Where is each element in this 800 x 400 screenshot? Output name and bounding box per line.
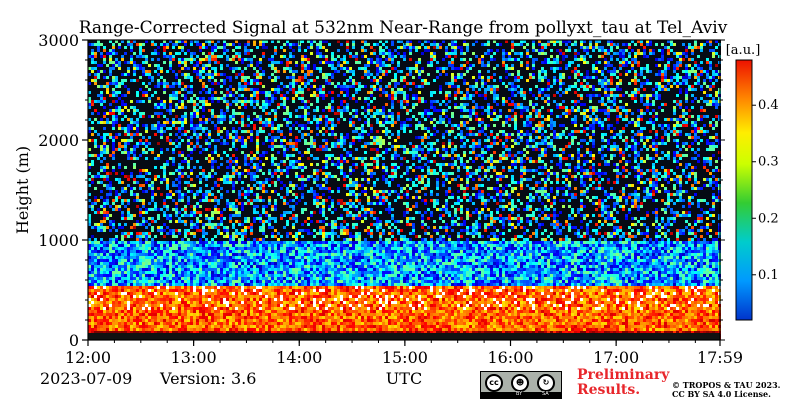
x-tick-label: 15:00 (382, 348, 428, 367)
colorbar-tick-label: 0.1 (758, 268, 779, 283)
y-tick-label: 3000 (38, 31, 79, 50)
colorbar-tick-label: 0.2 (758, 211, 779, 226)
footer-version: Version: 3.6 (160, 369, 256, 388)
by-label: BY (516, 391, 522, 397)
chart-title: Range-Corrected Signal at 532nm Near-Ran… (79, 18, 728, 38)
x-tick-label: 17:00 (593, 348, 639, 367)
preliminary-results-note: Preliminary Results. (577, 368, 677, 398)
copyright-note: © TROPOS & TAU 2023. CC BY SA 4.0 Licens… (672, 381, 797, 399)
by-person-icon: ☻ (511, 374, 529, 392)
y-tick-label: 2000 (38, 131, 79, 150)
colorbar-ticks: 0.1 0.2 0.3 0.4 (752, 98, 779, 283)
footer-date: 2023-07-09 (40, 369, 132, 388)
sa-share-alike-icon: ↻ (537, 374, 555, 392)
colorbar-tick-label: 0.3 (758, 155, 779, 170)
y-axis: 0 1000 2000 3000 (38, 31, 725, 350)
plot-frame (87, 39, 721, 341)
cc-logo-icon: cc (485, 374, 503, 392)
copyright-line-1: © TROPOS & TAU 2023. (672, 381, 797, 390)
x-axis: 12:00 13:00 14:00 15:00 16:00 17:00 17:59 (65, 40, 743, 367)
y-tick-label: 1000 (38, 231, 79, 250)
x-tick-label: 14:00 (276, 348, 322, 367)
colorbar-label: [a.u.] (726, 43, 761, 58)
colorbar (735, 59, 753, 321)
x-tick-label: 13:00 (171, 348, 217, 367)
copyright-line-2: CC BY SA 4.0 License. (672, 390, 797, 399)
y-axis-label: Height (m) (13, 146, 32, 234)
x-tick-label: 12:00 (65, 348, 111, 367)
heatmap-field (88, 40, 721, 340)
cc-license-badge: cc ☻ ↻ BY SA (480, 371, 562, 399)
colorbar-tick-label: 0.4 (758, 98, 779, 113)
sa-label: SA (542, 391, 549, 397)
y-tick-label: 0 (69, 331, 79, 350)
x-tick-label: 17:59 (697, 348, 743, 367)
x-axis-label: UTC (386, 369, 422, 388)
x-tick-label: 16:00 (487, 348, 533, 367)
